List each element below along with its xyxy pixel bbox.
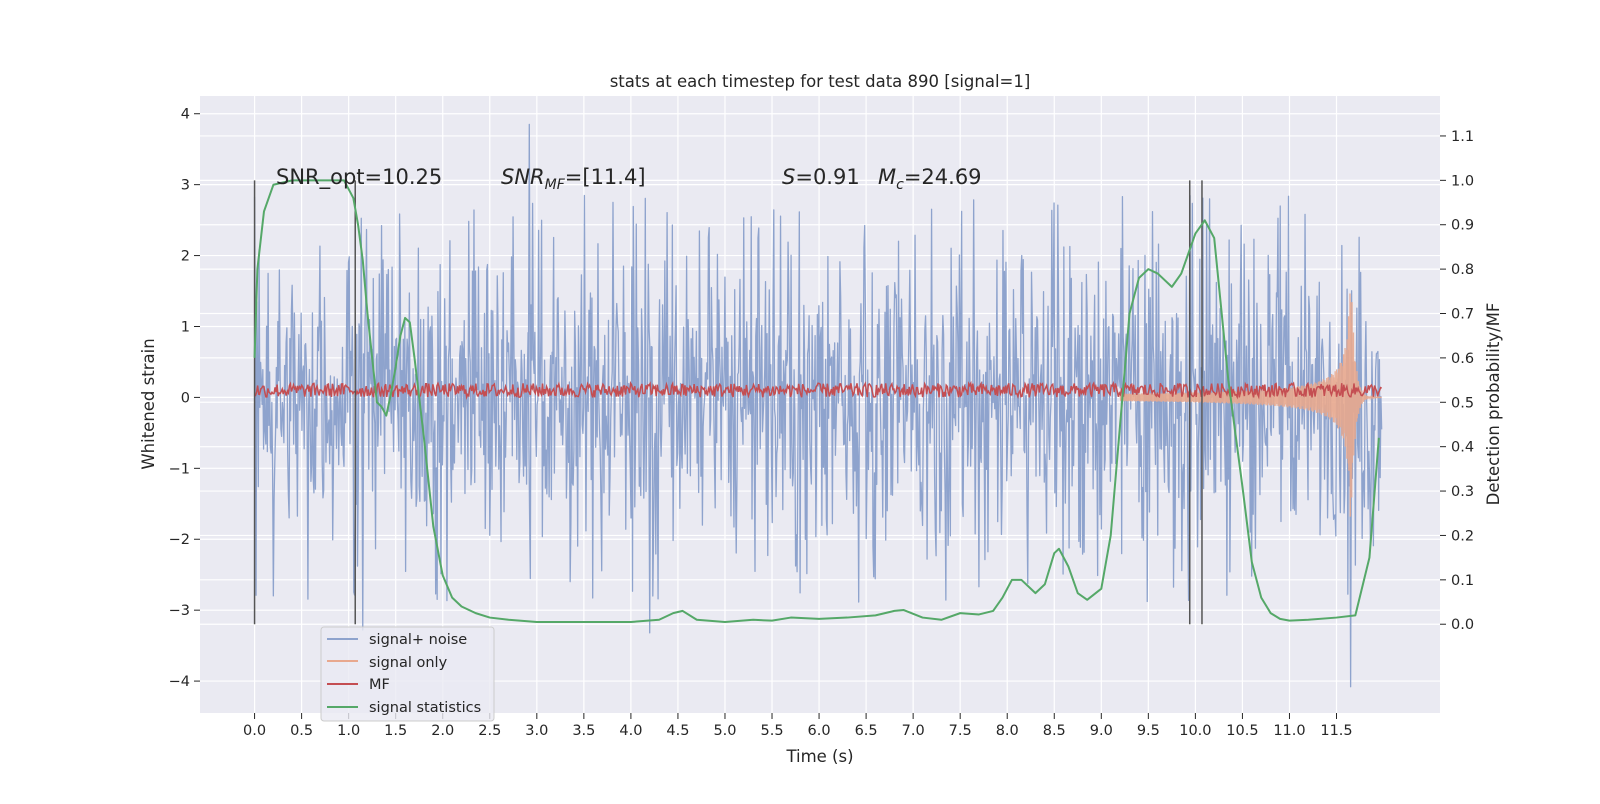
annotation-mc: Mc=24.69 bbox=[878, 165, 982, 193]
left-y-tick-label: 0 bbox=[181, 390, 190, 406]
left-y-tick-label: −3 bbox=[169, 603, 190, 619]
right-y-tick-label: 0.9 bbox=[1451, 218, 1474, 234]
x-ticks: 0.0 0.5 1.0 1.5 2.0 2.5 3.0 3.5 4.0 4.5 5.0 5.5 6.0 6… bbox=[243, 713, 1353, 739]
right-y-tick-label: 1.0 bbox=[1451, 173, 1474, 189]
series-signal-statistics bbox=[253, 179, 1380, 623]
x-tick-label: 0.5 bbox=[290, 723, 313, 739]
x-tick-label: 5.0 bbox=[713, 723, 736, 739]
annotation-snr-mf: SNRMF=[11.4] bbox=[501, 165, 646, 193]
x-tick-label: 0.0 bbox=[243, 723, 266, 739]
left-y-tick-label: 4 bbox=[181, 107, 190, 123]
legend: signal+ noise signal only MF signal stat… bbox=[320, 626, 495, 722]
left-y-tick-label: −2 bbox=[169, 532, 190, 548]
x-tick-label: 2.0 bbox=[431, 723, 454, 739]
legend-label-signal-noise: signal+ noise bbox=[369, 632, 467, 648]
x-tick-label: 4.5 bbox=[666, 723, 689, 739]
right-y-tick-label: 0.5 bbox=[1451, 395, 1474, 411]
x-tick-label: 7.0 bbox=[902, 723, 925, 739]
legend-label-mf: MF bbox=[369, 677, 390, 693]
x-tick-label: 11.5 bbox=[1320, 723, 1352, 739]
y-axis-label: Whitened strain bbox=[139, 338, 158, 469]
x-tick-label: 4.0 bbox=[619, 723, 642, 739]
legend-box bbox=[320, 626, 495, 722]
x-tick-label: 6.5 bbox=[855, 723, 878, 739]
x-tick-label: 9.5 bbox=[1137, 723, 1160, 739]
annotation-snr-opt: SNR_opt=10.25 bbox=[276, 165, 442, 190]
left-y-tick-label: −1 bbox=[169, 461, 190, 477]
x-tick-label: 2.5 bbox=[478, 723, 501, 739]
left-y-tick-label: 2 bbox=[181, 249, 190, 265]
left-y-tick-label: 1 bbox=[181, 319, 190, 335]
x-tick-label: 3.0 bbox=[525, 723, 548, 739]
legend-label-signal-statistics: signal statistics bbox=[369, 700, 481, 716]
x-tick-label: 5.5 bbox=[760, 723, 783, 739]
right-y-tick-label: 0.3 bbox=[1451, 484, 1474, 500]
series-signal-noise bbox=[253, 123, 1383, 688]
x-tick-label: 11.0 bbox=[1273, 723, 1305, 739]
x-tick-label: 10.5 bbox=[1226, 723, 1258, 739]
x-tick-label: 3.5 bbox=[572, 723, 595, 739]
x-tick-label: 9.0 bbox=[1090, 723, 1113, 739]
x-tick-label: 8.0 bbox=[996, 723, 1019, 739]
signal-noise-line bbox=[253, 123, 1383, 688]
right-y-tick-label: 0.0 bbox=[1451, 617, 1474, 633]
x-tick-label: 7.5 bbox=[949, 723, 972, 739]
vertical-markers bbox=[253, 180, 1203, 625]
right-y-tick-label: 0.4 bbox=[1451, 440, 1474, 456]
left-y-tick-label: 3 bbox=[181, 178, 190, 194]
right-y-tick-label: 0.1 bbox=[1451, 573, 1474, 589]
x-tick-label: 1.0 bbox=[337, 723, 360, 739]
annotation-s: S=0.91 bbox=[782, 165, 860, 189]
chart-title: stats at each timestep for test data 890… bbox=[610, 72, 1031, 91]
right-y-tick-label: 0.8 bbox=[1451, 262, 1474, 278]
right-y-tick-label: 0.2 bbox=[1451, 528, 1474, 544]
right-y-tick-label: 1.1 bbox=[1451, 129, 1474, 145]
right-y-ticks: 0.0 0.1 0.2 0.3 0.4 0.5 0.6 0.7 0.8 0.9 1.0 1.1 bbox=[1440, 129, 1474, 633]
mf-line bbox=[254, 380, 1383, 401]
series-mf bbox=[254, 380, 1383, 401]
x-tick-label: 1.5 bbox=[384, 723, 407, 739]
x-tick-label: 8.5 bbox=[1043, 723, 1066, 739]
left-y-tick-label: −4 bbox=[169, 674, 190, 690]
x-tick-label: 6.0 bbox=[808, 723, 831, 739]
signal-statistics-line bbox=[253, 179, 1380, 623]
x-tick-label: 10.0 bbox=[1179, 723, 1211, 739]
legend-label-signal-only: signal only bbox=[369, 655, 448, 671]
right-y-tick-label: 0.6 bbox=[1451, 351, 1474, 367]
left-y-ticks: −4 −3 −2 −1 0 1 2 3 4 bbox=[169, 107, 200, 690]
right-y-tick-label: 0.7 bbox=[1451, 307, 1474, 323]
right-y-axis-label: Detection probability/MF bbox=[1484, 303, 1503, 506]
x-axis-label: Time (s) bbox=[785, 747, 853, 766]
